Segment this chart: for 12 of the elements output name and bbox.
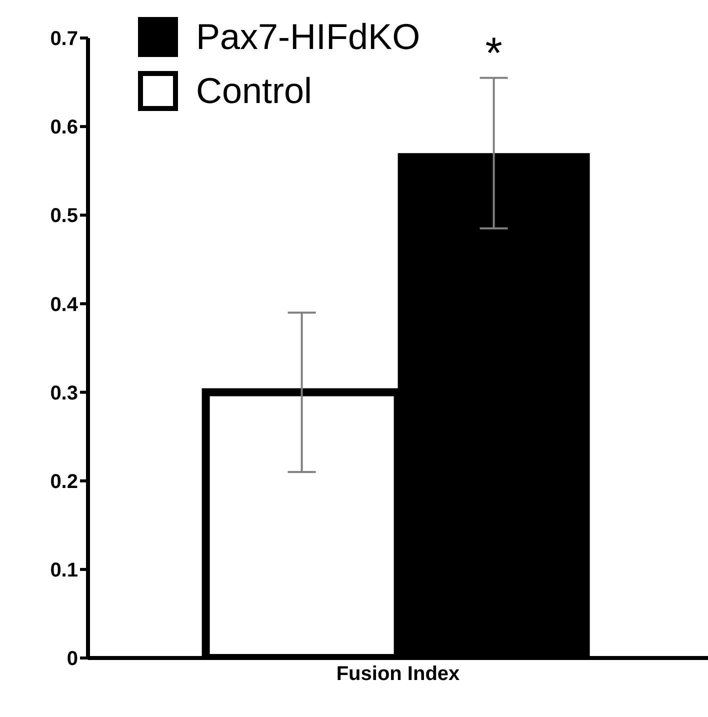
- annotation: *: [485, 29, 502, 78]
- y-tick-label: 0.2: [50, 470, 78, 493]
- y-tick-label: 0: [66, 648, 78, 670]
- y-tick-label: 0.4: [50, 294, 79, 316]
- legend-label: Pax7-HIFdKO: [196, 15, 420, 59]
- x-tick-label: Fusion Index: [336, 663, 460, 686]
- y-tick-label: 0.3: [50, 382, 78, 404]
- legend-label: Control: [196, 69, 312, 113]
- y-tick-label: 0.5: [50, 205, 78, 228]
- y-tick-label: 0.7: [50, 28, 78, 50]
- y-tick-label: 0.6: [50, 116, 78, 139]
- y-tick-label: 0.1: [50, 560, 78, 582]
